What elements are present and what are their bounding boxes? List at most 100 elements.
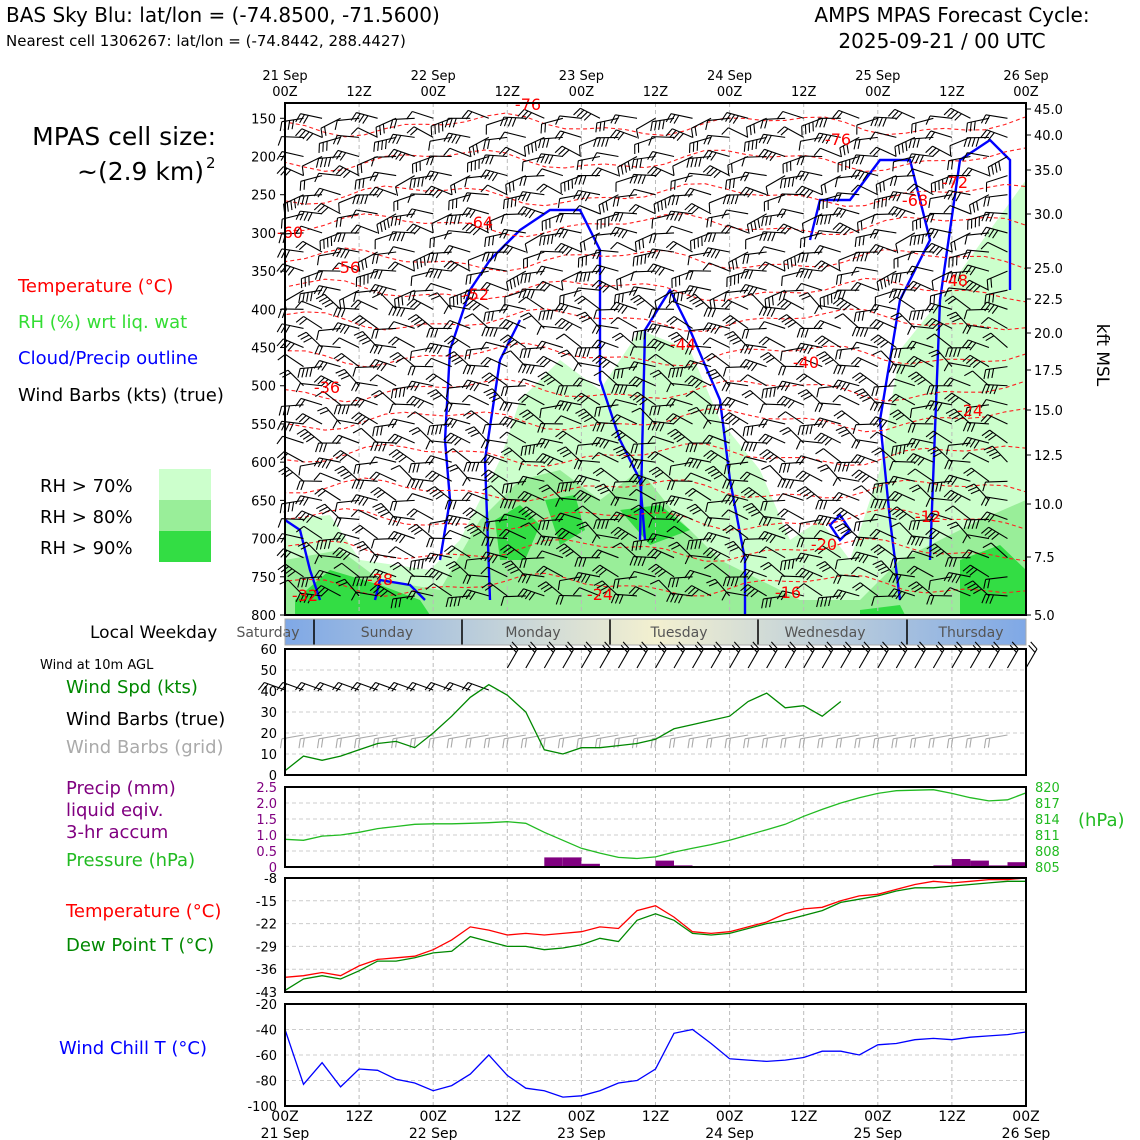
barb-flag [595, 469, 605, 477]
barb-flag [380, 425, 383, 436]
barb-flag [741, 329, 746, 339]
barb-flag [668, 738, 672, 749]
barb-flag [628, 376, 636, 385]
wind-barb [684, 585, 712, 597]
wind-barb [518, 296, 545, 310]
barb-flag [373, 142, 376, 152]
barb-flag [448, 500, 453, 510]
barb-flag [554, 302, 561, 312]
wind-barb [498, 318, 527, 331]
barb-flag [670, 334, 680, 340]
wind-barb [776, 223, 804, 235]
barb-flag [853, 312, 857, 322]
barb-flag [425, 373, 434, 381]
barb-flag [594, 483, 604, 489]
wind-barb [705, 117, 730, 130]
wind-barb [517, 573, 545, 584]
temp-contour-12 [284, 507, 1026, 531]
barb-staff [302, 413, 323, 425]
barb-staff [635, 204, 656, 215]
barb-flag [964, 235, 968, 245]
barb-flag [709, 550, 718, 559]
barb-flag [950, 159, 954, 170]
barb-flag [789, 479, 795, 489]
barb-staff [559, 194, 582, 200]
barb-flag [540, 373, 550, 380]
barb-staff [766, 449, 786, 463]
barb-flag [555, 333, 565, 340]
barb-flag [446, 738, 450, 749]
barb-flag [753, 123, 756, 134]
barb-flag [639, 158, 643, 168]
barb-flag [517, 191, 524, 201]
barb-flag [576, 378, 584, 387]
temp-contour-5 [284, 277, 1026, 303]
wind-barb [538, 518, 563, 531]
wind-barb [666, 480, 693, 491]
wind-barb [464, 523, 490, 539]
cell-size-line2: ~(2.9 km) [77, 157, 204, 186]
wind-barb [406, 395, 434, 409]
barb-flag [299, 496, 305, 506]
barb-flag [595, 341, 602, 350]
temp-label-18: -12 [915, 507, 941, 526]
barb-flag [451, 516, 457, 526]
barb-flag [550, 310, 554, 320]
barb-flag [377, 345, 383, 355]
wind-barb [483, 518, 508, 532]
wind-barb [443, 132, 471, 145]
barb-flag [787, 177, 791, 188]
barb-flag [554, 228, 561, 237]
barb-flag [351, 412, 360, 420]
barb-flag [449, 467, 459, 472]
barb-flag [602, 588, 612, 595]
barb-flag [690, 128, 694, 138]
barb-flag [387, 261, 396, 270]
wind-barb [425, 470, 452, 482]
wind-barb [721, 127, 749, 138]
barb-flag [702, 150, 709, 159]
barb-flag [562, 401, 569, 411]
barb-flag [351, 315, 361, 322]
wind-barb [498, 131, 526, 141]
wind-barb [351, 412, 378, 426]
barb-flag [334, 465, 344, 472]
barb-flag [429, 238, 432, 249]
barb-flag [632, 287, 639, 297]
wind-barb [572, 474, 601, 486]
wind-barb [684, 285, 712, 296]
barb-staff [911, 117, 934, 125]
barb-flag [621, 230, 628, 239]
barb-flag [721, 127, 729, 135]
barb-staff [967, 152, 990, 158]
barb-staff [433, 583, 453, 597]
barb-flag [632, 256, 635, 267]
barb-flag [684, 173, 690, 183]
barb-flag [758, 306, 764, 316]
wind-barb [554, 512, 582, 523]
barb-flag [357, 464, 361, 474]
barb-flag [581, 317, 591, 323]
barb-flag [869, 431, 878, 439]
barb-flag [914, 154, 920, 164]
barb-flag [910, 154, 917, 164]
barb-flag [577, 573, 583, 582]
barb-flag [427, 389, 437, 395]
barb-staff [504, 289, 526, 298]
barb-flag [447, 434, 455, 442]
barb-flag [317, 406, 327, 412]
barb-staff [784, 298, 804, 310]
barb-flag [921, 234, 925, 244]
barb-flag [595, 356, 604, 364]
barb-flag [655, 325, 661, 334]
top-axis-hour: 00Z [272, 85, 298, 100]
wind-barb [425, 440, 452, 450]
barb-staff [318, 251, 341, 257]
barb-flag [598, 283, 607, 291]
barb-flag [333, 352, 342, 360]
barb-flag [576, 311, 586, 317]
barb-flag [610, 414, 618, 422]
barb-flag [861, 311, 865, 321]
barb-flag [407, 411, 416, 418]
barb-flag [752, 442, 758, 452]
